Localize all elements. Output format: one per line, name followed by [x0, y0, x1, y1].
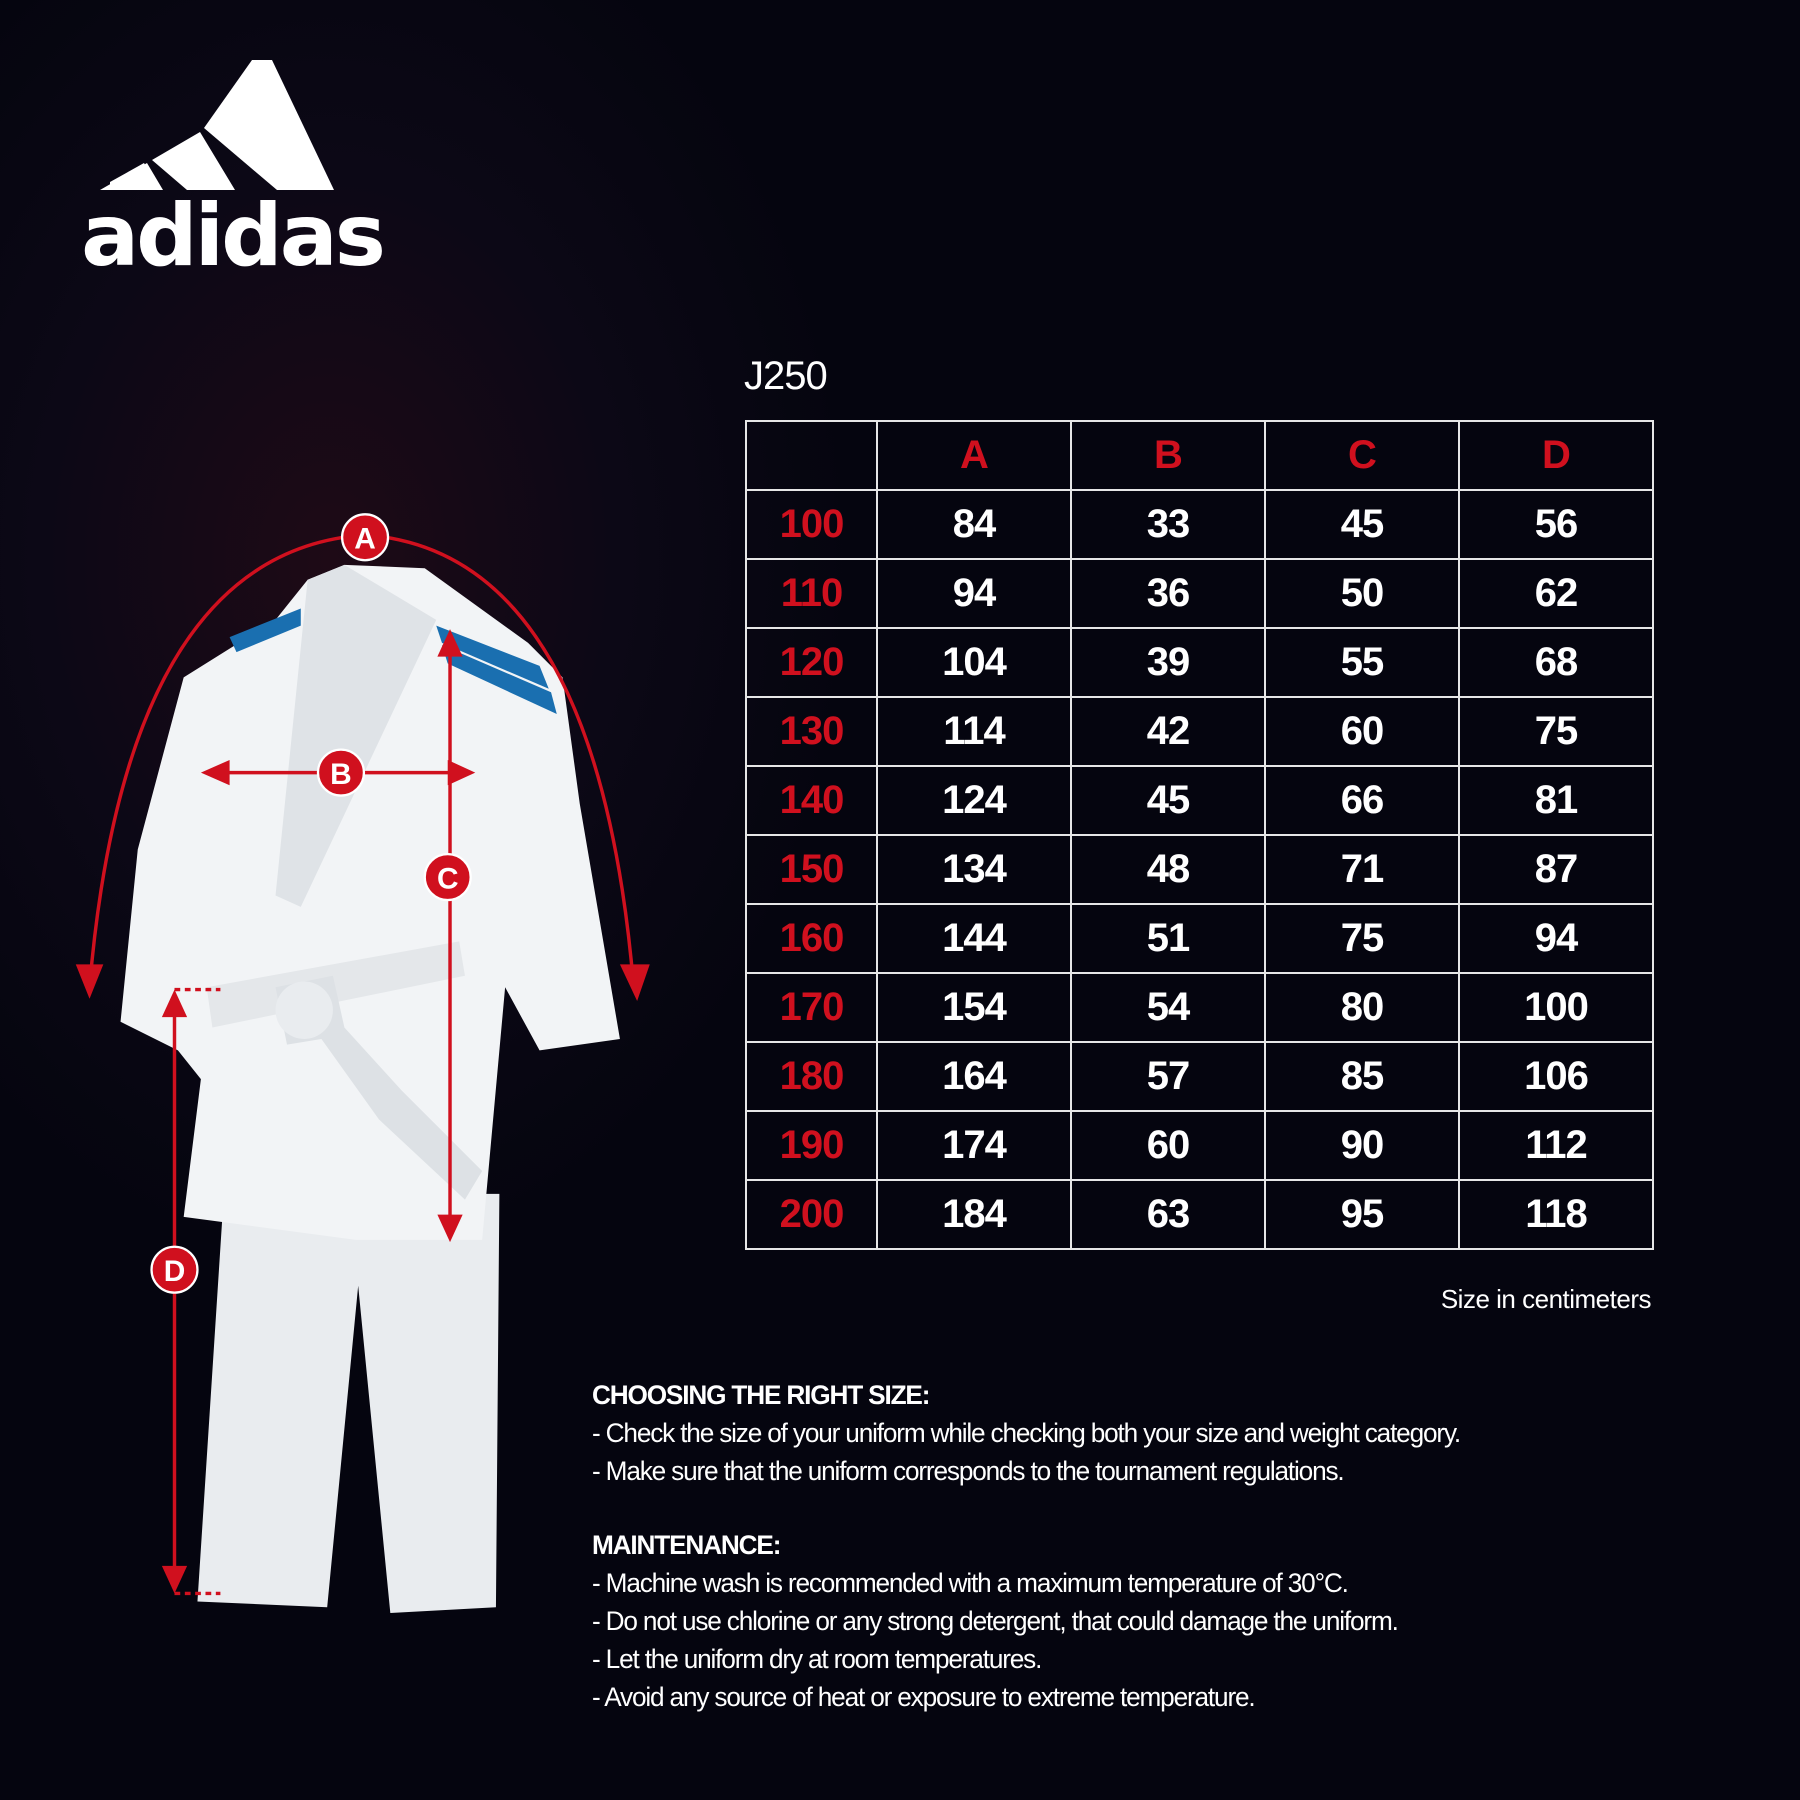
measurement-cell: 104	[876, 627, 1072, 698]
measurement-cell: 39	[1070, 627, 1266, 698]
height-cell: 170	[745, 972, 878, 1043]
measurement-cell: 164	[876, 1041, 1072, 1112]
height-cell: 200	[745, 1179, 878, 1250]
table-row: 150 134 48 71 87	[745, 834, 1654, 905]
measurement-cell: 118	[1458, 1179, 1654, 1250]
height-cell: 120	[745, 627, 878, 698]
measurement-cell: 36	[1070, 558, 1266, 629]
measurement-cell: 63	[1070, 1179, 1266, 1250]
maintenance-item: - Avoid any source of heat or exposure t…	[592, 1682, 1256, 1712]
measurement-cell: 112	[1458, 1110, 1654, 1181]
svg-text:A: A	[354, 523, 376, 556]
svg-text:D: D	[164, 1255, 186, 1288]
height-cell: 180	[745, 1041, 878, 1112]
measurement-cell: 51	[1070, 903, 1266, 974]
measurement-cell: 90	[1264, 1110, 1460, 1181]
size-table: A B C D 100 84 33 45 56 110 94 36 50 62 120 104 39 55 68 13…	[745, 420, 1654, 1250]
measurement-cell: 55	[1264, 627, 1460, 698]
measurement-cell: 75	[1264, 903, 1460, 974]
measurement-cell: 94	[1458, 903, 1654, 974]
measurement-cell: 100	[1458, 972, 1654, 1043]
height-cell: 190	[745, 1110, 878, 1181]
measurement-cell: 45	[1264, 489, 1460, 560]
svg-text:adidas: adidas	[81, 186, 383, 275]
maintenance-item: - Let the uniform dry at room temperatur…	[592, 1644, 1042, 1674]
measurement-cell: 124	[876, 765, 1072, 836]
measurement-cell: 154	[876, 972, 1072, 1043]
measurement-cell: 87	[1458, 834, 1654, 905]
height-cell: 110	[745, 558, 878, 629]
table-row: 130 114 42 60 75	[745, 696, 1654, 767]
measurement-cell: 106	[1458, 1041, 1654, 1112]
measurement-cell: 62	[1458, 558, 1654, 629]
pants	[197, 1193, 500, 1613]
measurement-cell: 45	[1070, 765, 1266, 836]
measurement-cell: 134	[876, 834, 1072, 905]
height-cell: 140	[745, 765, 878, 836]
adidas-logo: adidas	[81, 60, 386, 275]
jacket	[120, 564, 620, 1240]
measurement-cell: 56	[1458, 489, 1654, 560]
measurement-cell: 60	[1070, 1110, 1266, 1181]
table-row: 170 154 54 80 100	[745, 972, 1654, 1043]
measurement-cell: 42	[1070, 696, 1266, 767]
measurement-cell: 94	[876, 558, 1072, 629]
measurement-cell: 95	[1264, 1179, 1460, 1250]
measurement-cell: 85	[1264, 1041, 1460, 1112]
table-row: 120 104 39 55 68	[745, 627, 1654, 698]
product-title: J250	[744, 354, 828, 398]
table-row: 200 184 63 95 118	[745, 1179, 1654, 1250]
measurement-cell: 114	[876, 696, 1072, 767]
measurement-cell: 33	[1070, 489, 1266, 560]
info-section: CHOOSING THE RIGHT SIZE: - Check the siz…	[592, 1376, 1461, 1716]
measurement-cell: 50	[1264, 558, 1460, 629]
table-row: 110 94 36 50 62	[745, 558, 1654, 629]
measurement-cell: 144	[876, 903, 1072, 974]
measurement-cell: 48	[1070, 834, 1266, 905]
measurement-cell: B	[1070, 420, 1266, 491]
choosing-item: - Check the size of your uniform while c…	[592, 1418, 1461, 1448]
table-row: 180 164 57 85 106	[745, 1041, 1654, 1112]
measurement-cell: A	[876, 420, 1072, 491]
height-cell	[745, 420, 878, 491]
height-cell: 130	[745, 696, 878, 767]
belt	[206, 941, 465, 1028]
choosing-item: - Make sure that the uniform corresponds…	[592, 1456, 1345, 1486]
measurement-cell: 68	[1458, 627, 1654, 698]
measurement-cell: 54	[1070, 972, 1266, 1043]
measurement-cell: 184	[876, 1179, 1072, 1250]
measurement-cell: C	[1264, 420, 1460, 491]
measurement-cell: 57	[1070, 1041, 1266, 1112]
units-note: Size in centimeters	[1440, 1284, 1652, 1314]
measurement-cell: 80	[1264, 972, 1460, 1043]
measurement-cell: 81	[1458, 765, 1654, 836]
height-cell: 150	[745, 834, 878, 905]
measurement-cell: D	[1458, 420, 1654, 491]
measurement-cell: 71	[1264, 834, 1460, 905]
maintenance-item: - Do not use chlorine or any strong dete…	[592, 1606, 1399, 1636]
measurement-markers: A B C D	[150, 513, 472, 1294]
svg-text:B: B	[330, 758, 352, 791]
height-cell: 100	[745, 489, 878, 560]
table-row: 190 174 60 90 112	[745, 1110, 1654, 1181]
measurement-cell: 66	[1264, 765, 1460, 836]
choosing-heading: CHOOSING THE RIGHT SIZE:	[592, 1380, 930, 1410]
height-cell: 160	[745, 903, 878, 974]
table-row: 140 124 45 66 81	[745, 765, 1654, 836]
measurement-cell: 60	[1264, 696, 1460, 767]
svg-text:C: C	[437, 863, 459, 896]
table-row: 100 84 33 45 56	[745, 489, 1654, 560]
maintenance-item: - Machine wash is recommended with a max…	[592, 1568, 1349, 1598]
measurement-cell: 174	[876, 1110, 1072, 1181]
table-row: 160 144 51 75 94	[745, 903, 1654, 974]
maintenance-heading: MAINTENANCE:	[592, 1530, 781, 1560]
measurement-cell: 84	[876, 489, 1072, 560]
measurement-cell: 75	[1458, 696, 1654, 767]
